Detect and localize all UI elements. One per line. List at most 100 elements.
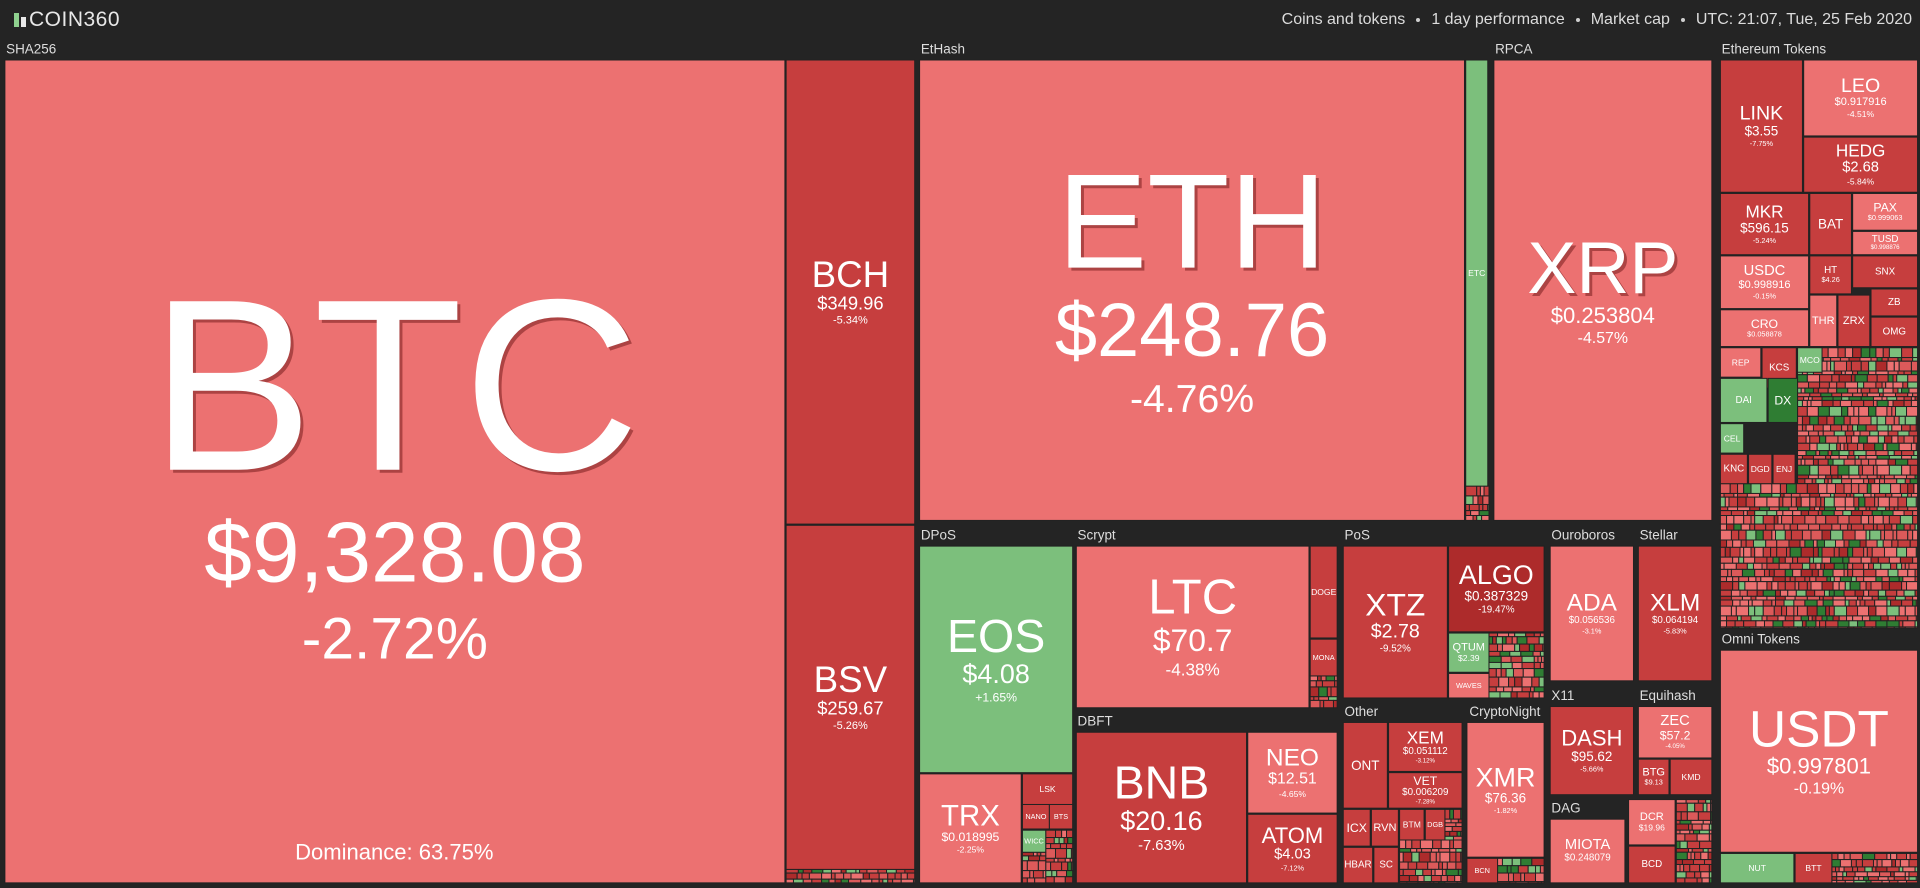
coin-tile[interactable]	[1803, 136, 1919, 193]
coin-tile[interactable]	[1048, 803, 1074, 830]
coin-tile[interactable]	[1719, 192, 1810, 256]
coin-tile[interactable]	[1719, 852, 1795, 884]
logo[interactable]: COIN360	[14, 8, 120, 32]
coin-tile[interactable]	[1637, 545, 1713, 682]
coin-tile[interactable]	[785, 59, 916, 525]
coin-tile[interactable]	[1021, 803, 1050, 830]
coin-tile[interactable]	[1388, 721, 1463, 772]
coin-tile[interactable]	[1772, 453, 1796, 485]
coin-tile[interactable]	[1637, 758, 1670, 796]
coin-tile[interactable]	[1719, 423, 1745, 454]
coin-tile[interactable]	[1837, 294, 1871, 348]
group-label[interactable]: Scrypt	[1078, 528, 1116, 543]
coin-tile[interactable]	[1870, 316, 1919, 348]
group-label[interactable]: Ouroboros	[1551, 528, 1615, 543]
coin-tile[interactable]	[1075, 545, 1310, 709]
coin-tile[interactable]	[1809, 255, 1852, 295]
coin-tile[interactable]	[1852, 192, 1919, 231]
group-label[interactable]: Other	[1344, 704, 1378, 719]
coin-tile[interactable]	[1388, 772, 1463, 809]
group-label[interactable]: Omni Tokens	[1722, 632, 1801, 647]
coin-tile[interactable]	[1748, 453, 1773, 485]
group-label[interactable]: X11	[1551, 688, 1574, 703]
mini-tile	[1521, 676, 1533, 688]
coin-tile[interactable]	[1466, 857, 1499, 884]
group-label[interactable]: DBFT	[1078, 714, 1113, 729]
mini-tile	[1045, 837, 1055, 845]
coin-tile[interactable]	[1021, 829, 1047, 853]
coin-tile[interactable]	[1719, 377, 1768, 423]
mini-tile	[1702, 802, 1708, 813]
mini-tile	[1885, 381, 1894, 389]
coin-tile[interactable]	[1803, 59, 1919, 137]
coin-tile[interactable]	[1309, 638, 1338, 677]
coin-tile[interactable]	[919, 545, 1074, 774]
coin-tile[interactable]	[1794, 852, 1833, 884]
header-item[interactable]: Coins and tokens	[1281, 10, 1406, 28]
coin-tile[interactable]	[4, 59, 786, 884]
coin-tile[interactable]	[1370, 808, 1399, 847]
coin-tile[interactable]	[1373, 846, 1399, 884]
coin-tile[interactable]	[1549, 818, 1626, 884]
group-label[interactable]: SHA256	[6, 41, 56, 56]
coin-tile[interactable]	[1309, 545, 1338, 639]
mini-tile	[1797, 474, 1810, 480]
mini-tile	[1499, 691, 1512, 699]
coin-tile[interactable]	[1637, 706, 1713, 759]
coin-tile[interactable]	[1719, 255, 1810, 310]
coin-tile[interactable]	[1448, 632, 1490, 673]
coin-tile[interactable]	[1424, 808, 1446, 841]
coin-tile[interactable]	[1247, 731, 1338, 814]
coin-tile[interactable]	[1628, 799, 1676, 846]
group-label[interactable]: Equihash	[1640, 688, 1696, 703]
coin-tile[interactable]	[919, 773, 1022, 884]
mini-tile	[1805, 435, 1811, 444]
coin-tile[interactable]	[1448, 672, 1490, 699]
group-label[interactable]: CryptoNight	[1469, 704, 1540, 719]
coin-tile[interactable]	[1465, 59, 1489, 487]
coin-tile[interactable]	[785, 524, 916, 870]
coin-tile[interactable]	[919, 59, 1465, 521]
coin-tile[interactable]	[1809, 192, 1852, 256]
header-item[interactable]: 1 day performance	[1431, 10, 1565, 28]
coin-tile[interactable]	[1719, 649, 1919, 853]
group-label[interactable]: Ethereum Tokens	[1722, 41, 1827, 56]
coin-tile[interactable]	[1719, 309, 1810, 348]
header-item[interactable]: Market cap	[1590, 10, 1670, 28]
coin-tile[interactable]	[1399, 808, 1425, 841]
coin-tile[interactable]	[1852, 255, 1919, 289]
coin-tile[interactable]	[1342, 545, 1448, 699]
group-label[interactable]: DAG	[1551, 801, 1580, 816]
coin-tile[interactable]	[1852, 230, 1919, 256]
group-label[interactable]: RPCA	[1495, 41, 1532, 56]
group-label[interactable]: Stellar	[1640, 528, 1679, 543]
coin-tile[interactable]	[1767, 377, 1799, 423]
coin-tile[interactable]	[1628, 845, 1676, 884]
coin-tile[interactable]	[1719, 453, 1748, 485]
coin-tile[interactable]	[1247, 813, 1338, 884]
coin-tile[interactable]	[1342, 808, 1371, 847]
coin-tile[interactable]	[1075, 731, 1248, 884]
coin-tile[interactable]	[1549, 706, 1634, 796]
group-label[interactable]: EtHash	[921, 41, 965, 56]
coin-tile[interactable]	[1549, 545, 1634, 682]
coin-tile[interactable]	[1809, 294, 1838, 348]
coin-tile[interactable]	[1719, 59, 1803, 193]
coin-tile[interactable]	[1021, 773, 1074, 805]
coin-tile[interactable]	[1669, 758, 1713, 796]
coin-tile[interactable]	[1466, 721, 1545, 858]
coin-tile[interactable]	[1797, 347, 1823, 373]
coin-tile[interactable]	[1342, 721, 1388, 809]
coin-tile[interactable]	[1493, 59, 1713, 521]
header-item[interactable]: UTC: 21:07, Tue, 25 Feb 2020	[1695, 10, 1912, 28]
coin-tile[interactable]	[1448, 545, 1545, 633]
group-label[interactable]: DPoS	[921, 528, 956, 543]
mini-tile	[1892, 529, 1898, 541]
mini-tile	[1799, 539, 1806, 548]
coin-tile[interactable]	[1870, 288, 1919, 317]
mini-tile	[1864, 599, 1876, 607]
coin-tile[interactable]	[1719, 347, 1762, 378]
coin-tile[interactable]	[1342, 846, 1374, 884]
group-label[interactable]: PoS	[1344, 528, 1369, 543]
mini-tile	[1906, 852, 1911, 861]
